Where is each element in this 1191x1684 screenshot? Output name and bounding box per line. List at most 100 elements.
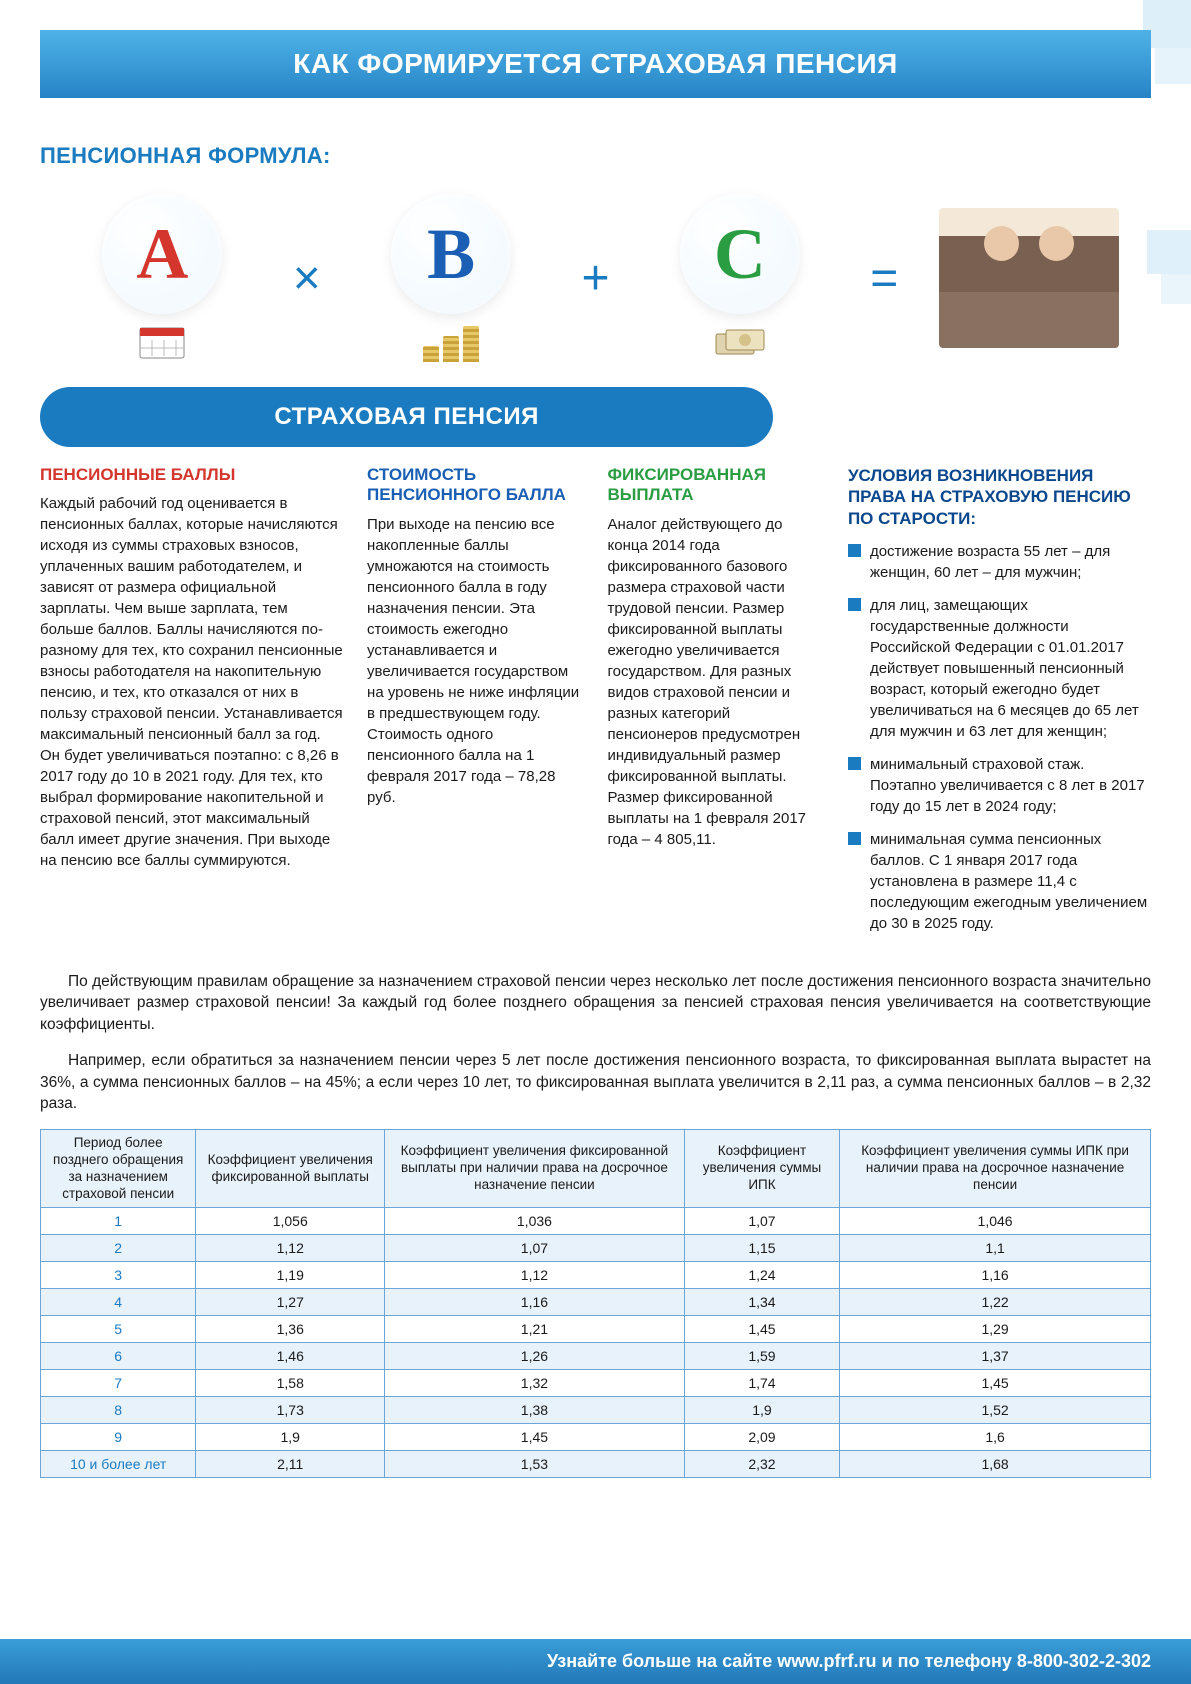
table-cell: 1,53 (385, 1451, 685, 1478)
table-body: 11,0561,0361,071,04621,121,071,151,131,1… (41, 1208, 1151, 1478)
operator-equals: = (864, 251, 904, 306)
column-a-text: Каждый рабочий год оценивается в пенсион… (40, 493, 343, 871)
table-header-cell: Коэффициент увеличения фиксированной вып… (196, 1129, 385, 1208)
table-cell: 7 (41, 1370, 196, 1397)
table-cell: 1,036 (385, 1208, 685, 1235)
decorative-square (1155, 48, 1191, 84)
table-cell: 1,59 (684, 1343, 839, 1370)
formula-term-b: В (339, 194, 564, 362)
body-paragraph-2: Например, если обратиться за назначением… (40, 1050, 1151, 1115)
money-icon (710, 322, 770, 362)
table-header-row: Период более позднего обращения за назна… (41, 1129, 1151, 1208)
table-cell: 1,22 (840, 1289, 1151, 1316)
table-cell: 5 (41, 1316, 196, 1343)
table-row: 81,731,381,91,52 (41, 1397, 1151, 1424)
table-cell: 1,12 (385, 1262, 685, 1289)
calendar-icon (132, 322, 192, 362)
table-cell: 1,74 (684, 1370, 839, 1397)
table-row: 10 и более лет2,111,532,321,68 (41, 1451, 1151, 1478)
table-cell: 1,9 (196, 1424, 385, 1451)
table-row: 21,121,071,151,1 (41, 1235, 1151, 1262)
table-cell: 10 и более лет (41, 1451, 196, 1478)
column-b-text: При выходе на пенсию все накопленные бал… (367, 514, 583, 808)
operator-multiply: × (287, 251, 327, 306)
table-cell: 1,58 (196, 1370, 385, 1397)
footer-bar: Узнайте больше на сайте www.pfrf.ru и по… (0, 1639, 1191, 1684)
operator-plus: + (576, 251, 616, 306)
condition-item: минимальная сумма пенсионных баллов. С 1… (848, 829, 1151, 934)
table-cell: 2,11 (196, 1451, 385, 1478)
formula-row: А × В + С = (40, 194, 1151, 387)
column-a: ПЕНСИОННЫЕ БАЛЛЫ Каждый рабочий год оцен… (40, 465, 343, 946)
table-cell: 1,6 (840, 1424, 1151, 1451)
table-cell: 1,37 (840, 1343, 1151, 1370)
table-row: 71,581,321,741,45 (41, 1370, 1151, 1397)
table-cell: 1,15 (684, 1235, 839, 1262)
letter-a-icon: А (102, 194, 222, 314)
table-cell: 1,16 (385, 1289, 685, 1316)
page: КАК ФОРМИРУЕТСЯ СТРАХОВАЯ ПЕНСИЯ ПЕНСИОН… (0, 0, 1191, 1684)
decorative-square (1147, 230, 1191, 274)
table-cell: 1,68 (840, 1451, 1151, 1478)
table-cell: 1,9 (684, 1397, 839, 1424)
table-cell: 1,07 (385, 1235, 685, 1262)
letter-b-icon: В (391, 194, 511, 314)
table-cell: 1,46 (196, 1343, 385, 1370)
section-banner: СТРАХОВАЯ ПЕНСИЯ (40, 387, 773, 447)
decorative-square (1161, 274, 1191, 304)
coefficients-table: Период более позднего обращения за назна… (40, 1129, 1151, 1479)
table-cell: 1,16 (840, 1262, 1151, 1289)
table-row: 11,0561,0361,071,046 (41, 1208, 1151, 1235)
table-header-cell: Период более позднего обращения за назна… (41, 1129, 196, 1208)
condition-item: достижение возраста 55 лет – для женщин,… (848, 541, 1151, 583)
table-cell: 2,09 (684, 1424, 839, 1451)
table-header-cell: Коэффициент увеличения суммы ИПК (684, 1129, 839, 1208)
column-c-title: ФИКСИРОВАННАЯ ВЫПЛАТА (608, 465, 824, 506)
body-paragraph-1: По действующим правилам обращение за наз… (40, 971, 1151, 1036)
column-b-title: СТОИМОСТЬ ПЕНСИОННОГО БАЛЛА (367, 465, 583, 506)
table-cell: 8 (41, 1397, 196, 1424)
table-cell: 1,07 (684, 1208, 839, 1235)
formula-term-a: А (50, 194, 275, 362)
table-cell: 1,32 (385, 1370, 685, 1397)
table-cell: 4 (41, 1289, 196, 1316)
conditions-title: УСЛОВИЯ ВОЗНИКНОВЕНИЯ ПРАВА НА СТРАХОВУЮ… (848, 465, 1151, 529)
table-cell: 1,19 (196, 1262, 385, 1289)
table-cell: 2 (41, 1235, 196, 1262)
section-banner-label: СТРАХОВАЯ ПЕНСИЯ (274, 403, 539, 430)
table-cell: 1,12 (196, 1235, 385, 1262)
page-title: КАК ФОРМИРУЕТСЯ СТРАХОВАЯ ПЕНСИЯ (293, 48, 897, 79)
letter-c-icon: С (680, 194, 800, 314)
table-cell: 1,34 (684, 1289, 839, 1316)
table-cell: 1,27 (196, 1289, 385, 1316)
table-row: 51,361,211,451,29 (41, 1316, 1151, 1343)
table-cell: 1,73 (196, 1397, 385, 1424)
column-a-title: ПЕНСИОННЫЕ БАЛЛЫ (40, 465, 343, 485)
table-cell: 1,056 (196, 1208, 385, 1235)
table-cell: 1,046 (840, 1208, 1151, 1235)
table-row: 61,461,261,591,37 (41, 1343, 1151, 1370)
conditions-list: достижение возраста 55 лет – для женщин,… (848, 541, 1151, 934)
table-cell: 1,36 (196, 1316, 385, 1343)
table-cell: 1,1 (840, 1235, 1151, 1262)
table-row: 31,191,121,241,16 (41, 1262, 1151, 1289)
table-cell: 9 (41, 1424, 196, 1451)
table-cell: 1,52 (840, 1397, 1151, 1424)
coins-icon (339, 322, 564, 362)
table-cell: 1 (41, 1208, 196, 1235)
table-row: 41,271,161,341,22 (41, 1289, 1151, 1316)
table-cell: 1,24 (684, 1262, 839, 1289)
column-c-text: Аналог действующего до конца 2014 года ф… (608, 514, 824, 850)
table-header-cell: Коэффициент увеличения фиксированной вып… (385, 1129, 685, 1208)
column-conditions: УСЛОВИЯ ВОЗНИКНОВЕНИЯ ПРАВА НА СТРАХОВУЮ… (848, 465, 1151, 946)
page-title-bar: КАК ФОРМИРУЕТСЯ СТРАХОВАЯ ПЕНСИЯ (40, 30, 1151, 98)
formula-result (916, 208, 1141, 348)
table-cell: 1,26 (385, 1343, 685, 1370)
table-cell: 6 (41, 1343, 196, 1370)
columns-grid: ПЕНСИОННЫЕ БАЛЛЫ Каждый рабочий год оцен… (40, 465, 1151, 946)
table-header-cell: Коэффициент увеличения суммы ИПК при нал… (840, 1129, 1151, 1208)
footer-text: Узнайте больше на сайте www.pfrf.ru и по… (547, 1651, 1151, 1671)
table-cell: 1,29 (840, 1316, 1151, 1343)
formula-term-c: С (628, 194, 853, 362)
table-cell: 1,45 (840, 1370, 1151, 1397)
